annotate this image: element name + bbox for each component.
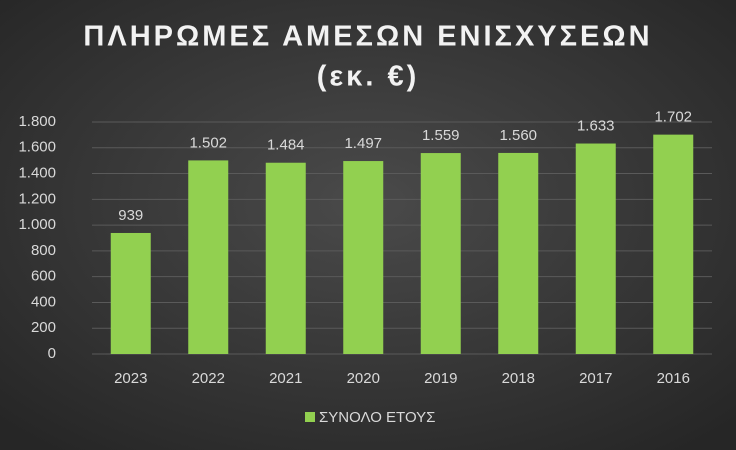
bar — [420, 153, 461, 354]
y-tick-label: 400 — [31, 293, 56, 310]
bar — [498, 152, 539, 354]
data-label: 1.702 — [654, 109, 692, 126]
y-tick-label: 1.000 — [18, 216, 56, 233]
x-tick-label: 2017 — [579, 370, 612, 387]
y-tick-label: 1.600 — [18, 139, 56, 156]
bar — [653, 134, 694, 354]
x-tick-label: 2023 — [114, 370, 147, 387]
legend-label: ΣΥΝΟΛΟ ΕΤΟΥΣ — [319, 409, 435, 426]
y-tick-label: 1.400 — [18, 165, 56, 182]
y-tick-label: 1.800 — [18, 113, 56, 130]
bar — [110, 232, 151, 354]
data-label: 939 — [118, 207, 143, 224]
data-label: 1.559 — [422, 127, 460, 144]
y-tick-label: 0 — [48, 345, 56, 362]
data-label: 1.484 — [267, 137, 305, 154]
x-tick-label: 2022 — [192, 370, 225, 387]
data-label: 1.560 — [499, 127, 537, 144]
y-tick-label: 800 — [31, 242, 56, 259]
y-tick-label: 600 — [31, 268, 56, 285]
bar — [265, 162, 306, 354]
bar — [575, 143, 616, 354]
bar — [343, 161, 384, 354]
y-tick-label: 200 — [31, 319, 56, 336]
data-label: 1.502 — [189, 134, 227, 151]
x-tick-label: 2016 — [657, 370, 690, 387]
x-tick-label: 2020 — [347, 370, 380, 387]
data-label: 1.633 — [577, 117, 615, 134]
data-label: 1.497 — [344, 135, 382, 152]
x-tick-label: 2018 — [502, 370, 535, 387]
y-tick-label: 1.200 — [18, 190, 56, 207]
chart-title: ΠΛΗΡΩΜΕΣ ΑΜΕΣΩΝ ΕΝΙΣΧΥΣΕΩΝ — [83, 21, 652, 53]
x-tick-label: 2019 — [424, 370, 457, 387]
x-tick-label: 2021 — [269, 370, 302, 387]
bar — [188, 160, 229, 354]
chart-title: (εκ. €) — [317, 61, 420, 93]
legend-swatch — [305, 412, 315, 422]
